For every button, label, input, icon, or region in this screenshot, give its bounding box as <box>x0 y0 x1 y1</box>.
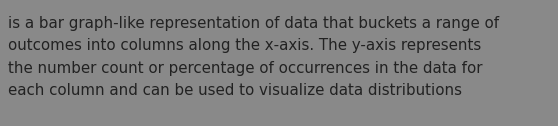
Text: is a bar graph-like representation of data that buckets a range of
outcomes into: is a bar graph-like representation of da… <box>8 16 499 98</box>
